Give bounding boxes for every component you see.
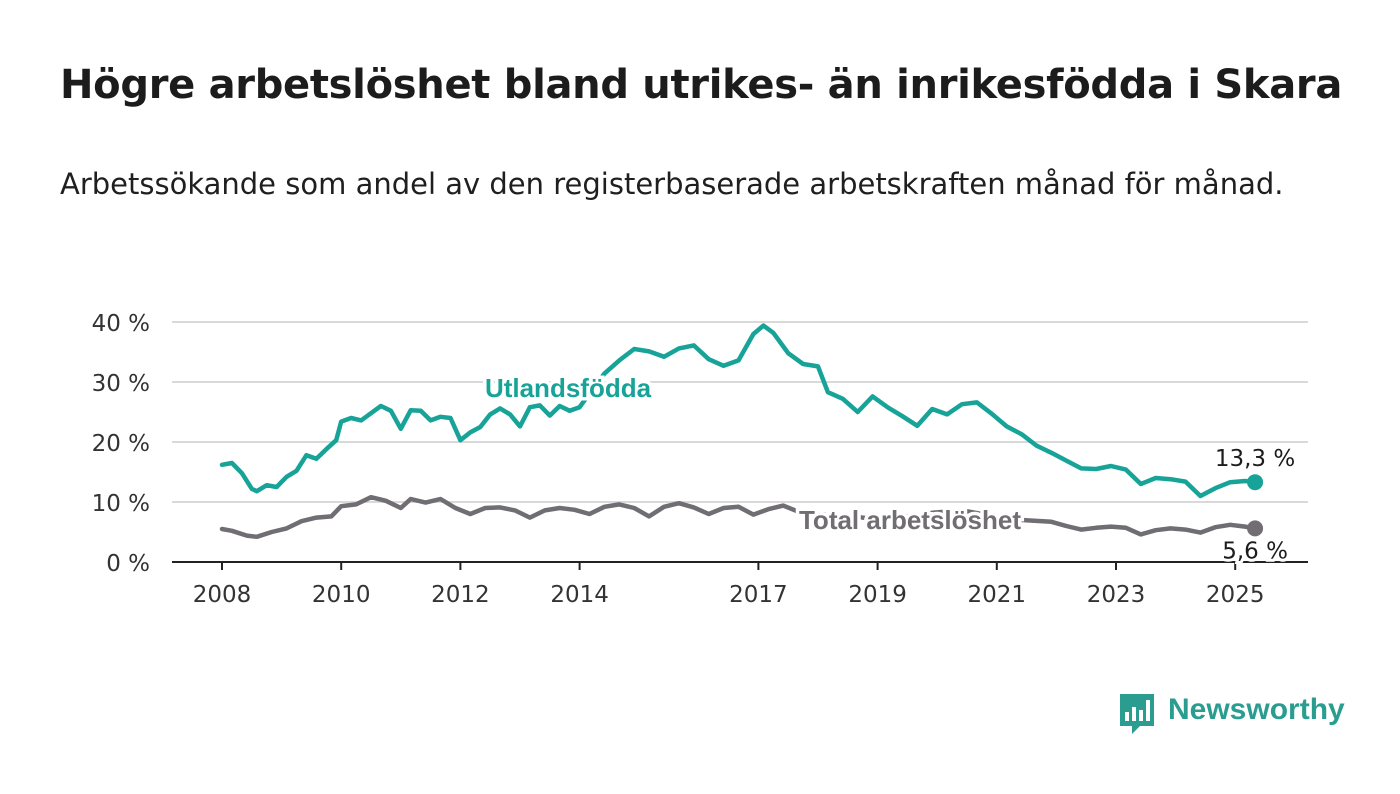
x-tick-label: 2017 [729, 582, 788, 608]
y-tick-label: 20 % [92, 431, 150, 457]
chart-title: Högre arbetslöshet bland utrikes- än inr… [60, 62, 1343, 108]
bar-chart-speech-bubble-icon [1120, 694, 1154, 734]
y-tick-label: 10 % [92, 491, 150, 517]
y-tick-label: 40 % [92, 311, 150, 337]
series-end-point-1 [1247, 520, 1264, 537]
y-tick-label: 30 % [92, 371, 150, 397]
series-line-1 [219, 494, 1258, 540]
chart-subtitle: Arbetssökande som andel av den registerb… [60, 167, 1284, 201]
brand-name: Newsworthy [1168, 693, 1345, 726]
x-tick-label: 2019 [848, 582, 907, 608]
x-tick-label: 2014 [550, 582, 609, 608]
x-tick-label: 2010 [312, 582, 371, 608]
series-name-label: Total arbetslöshet [799, 505, 1021, 535]
x-tick-label: 2008 [193, 582, 252, 608]
series-line-0 [219, 323, 1258, 499]
x-tick-label: 2025 [1206, 582, 1265, 608]
series-end-label: 13,3 % [1215, 446, 1295, 472]
x-tick-label: 2021 [968, 582, 1027, 608]
series-end-point-0 [1247, 474, 1264, 491]
x-tick-label: 2012 [431, 582, 490, 608]
x-tick-label: 2023 [1087, 582, 1146, 608]
y-tick-label: 0 % [106, 551, 150, 577]
newsworthy-logo: Newsworthy [1118, 690, 1358, 738]
series-end-label: 5,6 % [1222, 538, 1288, 564]
series-name-label: Utlandsfödda [485, 373, 652, 403]
